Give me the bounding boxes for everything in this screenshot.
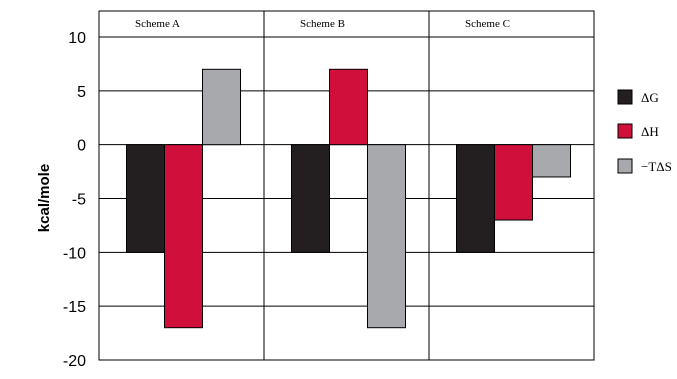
legend-label: ΔH xyxy=(641,124,659,139)
bar xyxy=(532,144,571,178)
y-axis-label: kcal/mole xyxy=(36,164,53,232)
bar xyxy=(494,144,533,221)
scheme-label: Scheme B xyxy=(300,18,345,30)
y-tick-label: -15 xyxy=(63,299,86,316)
y-tick-label: -10 xyxy=(63,245,86,262)
bars xyxy=(126,68,571,329)
legend-swatch xyxy=(617,89,633,105)
y-tick-label: 5 xyxy=(77,84,86,101)
bar xyxy=(329,68,368,146)
scheme-label: Scheme C xyxy=(465,18,510,30)
bar xyxy=(291,144,330,253)
scheme-label: Scheme A xyxy=(135,18,180,30)
bar xyxy=(202,68,241,146)
bar xyxy=(367,144,406,329)
y-axis-ticks: 10 5 0 -5 -10 -15 -20 xyxy=(63,30,86,370)
bar xyxy=(126,144,165,253)
y-tick-label: -5 xyxy=(72,192,86,209)
scheme-labels: Scheme A Scheme B Scheme C xyxy=(135,18,510,30)
legend-swatch xyxy=(617,158,633,174)
legend-label: −TΔS xyxy=(641,159,672,174)
bar xyxy=(456,144,495,253)
scheme-dividers xyxy=(263,11,430,360)
legend-swatch xyxy=(617,123,633,139)
plot-frame xyxy=(98,10,595,361)
legend-label: ΔG xyxy=(641,90,659,105)
y-tick-label: 10 xyxy=(68,30,86,47)
legend: ΔG ΔH −TΔS xyxy=(617,89,672,174)
bar xyxy=(164,144,203,329)
y-tick-label: 0 xyxy=(77,138,86,155)
y-tick-label: -20 xyxy=(63,353,86,370)
